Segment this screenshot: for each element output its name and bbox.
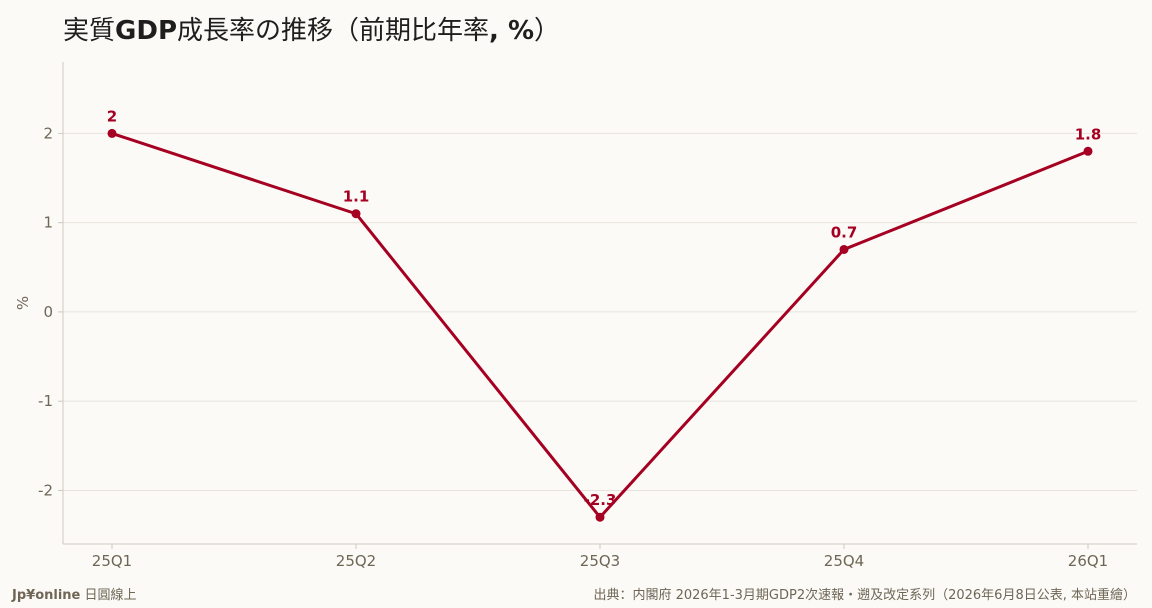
footer-source: 出典：内閣府 2026年1-3月期GDP2次速報・遡及改定系列（2026年6月8… (593, 588, 1136, 603)
data-point (839, 244, 849, 254)
x-tick-label: 25Q3 (580, 552, 620, 570)
x-tick-label: 25Q2 (336, 552, 376, 570)
y-tick-labels: 2 1 0 -1 -2 (38, 124, 63, 499)
chart-title: 実質GDP成長率の推移（前期比年率, %） (63, 10, 560, 47)
gridlines (63, 132, 1137, 491)
x-tick-label: 26Q1 (1068, 552, 1108, 570)
data-label: -2.3 (584, 491, 617, 509)
y-axis-label: % (14, 296, 32, 310)
data-label: 2 (107, 107, 117, 125)
data-point (351, 209, 361, 219)
y-tick-label: 0 (43, 303, 53, 321)
data-label: 1.8 (1075, 125, 1102, 143)
y-tick-label: -1 (38, 392, 53, 410)
title-part-5: ） (534, 16, 561, 46)
x-tick-label: 25Q4 (824, 552, 864, 570)
title-part-4: , % (489, 16, 534, 46)
title-part-3: 成長率の推移（前期比年率 (177, 16, 490, 46)
brand-name: Jp¥online (12, 588, 81, 603)
x-tick-labels: 25Q1 25Q2 25Q3 25Q4 26Q1 (92, 544, 1108, 570)
data-label: 0.7 (831, 223, 858, 241)
y-tick-label: 1 (43, 214, 53, 232)
data-point (595, 512, 605, 522)
series-line (110, 131, 1090, 519)
y-tick-label: -2 (38, 481, 53, 499)
y-tick-label: 2 (43, 124, 53, 142)
data-label: 1.1 (343, 188, 370, 206)
title-part-1: 実質 (63, 16, 116, 46)
brand-suffix: 日圓線上 (84, 588, 137, 603)
footer-brand: Jp¥online 日圓線上 (12, 584, 137, 603)
series-group: 2 1.1 -2.3 0.7 1.8 (107, 107, 1102, 522)
title-part-2: GDP (115, 16, 177, 46)
data-point (107, 128, 117, 138)
x-tick-label: 25Q1 (92, 552, 132, 570)
data-point (1083, 146, 1093, 156)
